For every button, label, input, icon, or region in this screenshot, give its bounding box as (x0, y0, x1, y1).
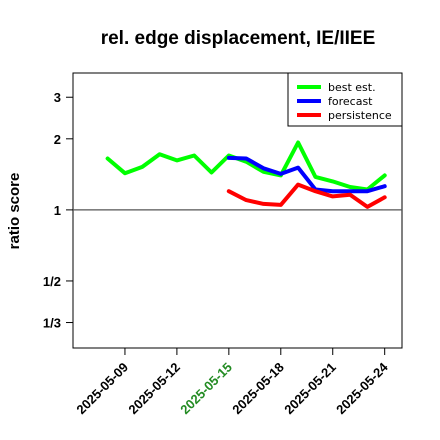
x-tick-label: 2025-05-09 (73, 360, 131, 418)
series-line-persistence (226, 182, 387, 209)
y-tick-label: 2 (54, 132, 61, 147)
x-tick-label: 2025-05-24 (333, 359, 391, 417)
x-tick-label: 2025-05-12 (125, 360, 183, 418)
series-line-forecast (226, 155, 387, 194)
legend-label: best est. (328, 81, 376, 94)
y-tick-label: 3 (54, 90, 61, 105)
x-tick-label: 2025-05-21 (281, 360, 339, 418)
y-tick-label: 1/3 (43, 316, 61, 331)
legend-label: forecast (328, 95, 373, 108)
y-axis-label: ratio score (6, 173, 23, 250)
series-line-best-est (105, 140, 387, 192)
y-tick-label: 1 (54, 203, 61, 218)
x-tick-label: 2025-05-18 (229, 360, 287, 418)
x-tick-label: 2025-05-15 (177, 360, 235, 418)
plot-frame (72, 72, 403, 349)
y-tick-label: 1/2 (43, 274, 61, 289)
chart-title: rel. edge displacement, IE/IIEE (101, 28, 376, 49)
legend-label: persistence (328, 109, 392, 122)
plot-area: 3211/21/32025-05-092025-05-122025-05-152… (43, 72, 403, 418)
